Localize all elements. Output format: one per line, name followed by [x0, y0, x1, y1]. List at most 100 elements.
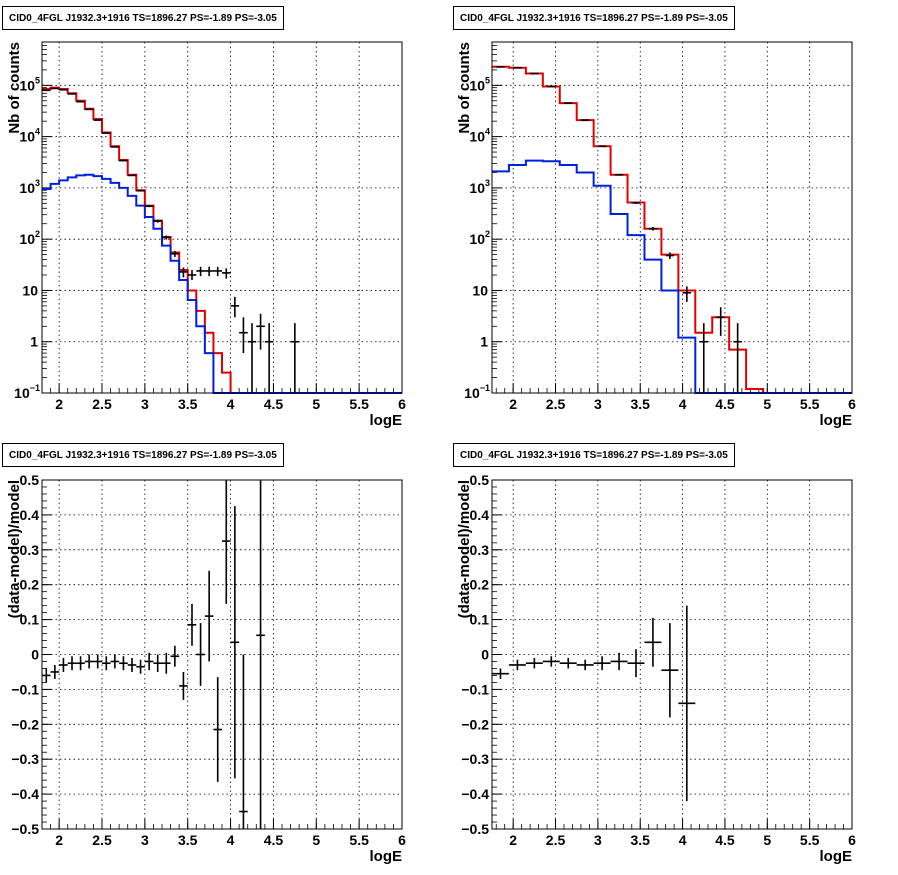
y-tick-label: 0.4 — [470, 507, 490, 523]
data-point — [597, 145, 607, 148]
data-point — [716, 307, 725, 336]
residual-point — [179, 671, 188, 700]
residual-point — [162, 652, 171, 674]
y-tick-label: −0.2 — [11, 716, 39, 732]
y-tick-label: 0.5 — [470, 472, 490, 488]
y-tick-label: 1 — [480, 334, 488, 350]
x-tick-label: 4.5 — [264, 832, 284, 848]
x-tick-label: 6 — [848, 832, 856, 848]
residual-point — [127, 657, 137, 672]
residual-point — [508, 659, 526, 671]
y-tick-label: 1 — [30, 334, 38, 350]
plot-frame — [41, 41, 403, 394]
y-tick-label: 0.1 — [470, 612, 490, 628]
data-point — [614, 173, 624, 176]
data-point — [290, 323, 300, 393]
x-tick-label: 2 — [55, 832, 63, 848]
residual-point — [93, 654, 102, 669]
data-point — [136, 189, 145, 192]
x-axis-title: logE — [370, 848, 403, 865]
y-tick-label: −0.4 — [461, 786, 489, 802]
y-tick-label: 105 — [19, 75, 40, 93]
y-tick-label: 104 — [469, 127, 490, 145]
x-tick-label: 5 — [763, 396, 771, 412]
residual-point — [204, 570, 214, 662]
data-point — [239, 317, 248, 354]
data-point — [648, 226, 658, 231]
x-tick-label: 3.5 — [631, 832, 651, 848]
plot-frame — [491, 41, 853, 394]
x-tick-label: 4 — [227, 832, 235, 848]
x-tick-label: 2 — [509, 832, 517, 848]
x-tick-label: 3.5 — [178, 832, 198, 848]
x-tick-label: 4 — [679, 396, 687, 412]
residual-point — [610, 652, 628, 671]
x-tick-label: 5.5 — [349, 832, 369, 848]
data-point — [179, 267, 188, 278]
data-point — [222, 268, 231, 279]
data-point — [204, 266, 214, 277]
y-tick-label: −0.3 — [11, 751, 39, 767]
x-tick-label: 4 — [227, 396, 235, 412]
x-tick-label: 3 — [141, 832, 149, 848]
residual-point — [492, 668, 509, 679]
plot-frame — [491, 479, 853, 830]
residual-point — [59, 657, 68, 672]
residual-point — [196, 623, 205, 686]
x-tick-label: 5 — [763, 832, 771, 848]
data-point — [153, 219, 162, 223]
residual-point — [153, 654, 162, 672]
x-tick-label: 2.5 — [92, 832, 112, 848]
y-tick-label: −0.1 — [461, 681, 489, 697]
residual-point — [239, 654, 248, 829]
x-axis-title: logE — [370, 412, 403, 429]
residual-point — [576, 659, 594, 671]
pad-title: CID0_4FGL J1932.3+1916 TS=1896.27 PS=-1.… — [2, 6, 284, 30]
x-tick-label: 3.5 — [178, 396, 198, 412]
y-tick-label: 103 — [469, 178, 490, 196]
residual-point — [170, 645, 180, 667]
x-tick-label: 5.5 — [349, 396, 369, 412]
y-tick-label: 10−1 — [464, 383, 490, 401]
y-tick-label: 103 — [19, 178, 40, 196]
residual-point — [661, 623, 679, 718]
residual-point — [678, 605, 696, 802]
x-tick-label: 5 — [312, 832, 320, 848]
y-tick-label: 105 — [469, 75, 490, 93]
y-axis-title: (data-model)/model — [456, 480, 473, 618]
data-point — [127, 174, 137, 177]
residual-point — [644, 617, 662, 667]
x-tick-label: 5 — [312, 396, 320, 412]
residual-point — [213, 677, 222, 782]
residual-point — [144, 652, 154, 671]
y-axis-title: Nb of counts — [6, 42, 23, 134]
y-tick-label: 10−1 — [14, 383, 40, 401]
x-tick-label: 6 — [398, 832, 406, 848]
x-tick-label: 3 — [594, 832, 602, 848]
y-tick-label: 0.3 — [20, 542, 40, 558]
data-point — [196, 266, 205, 277]
y-tick-label: 0 — [31, 647, 39, 663]
y-axis-title: (data-model)/model — [6, 480, 23, 618]
pad-title: CID0_4FGL J1932.3+1916 TS=1896.27 PS=-1.… — [453, 443, 735, 467]
x-tick-label: 2.5 — [546, 396, 566, 412]
x-tick-label: 6 — [848, 396, 856, 412]
y-tick-label: 104 — [19, 127, 40, 145]
x-tick-label: 2.5 — [546, 832, 566, 848]
residual-point — [67, 656, 77, 671]
residual-point — [102, 656, 111, 671]
data-point — [665, 252, 675, 260]
data-point — [162, 235, 171, 240]
data-point — [170, 250, 180, 257]
y-tick-label: −0.5 — [11, 821, 39, 837]
data-point — [187, 270, 197, 280]
y-tick-label: 0.2 — [470, 577, 490, 593]
y-tick-label: −0.1 — [11, 681, 39, 697]
data-point — [682, 286, 692, 302]
y-tick-label: 10 — [22, 282, 38, 298]
residual-point — [136, 659, 145, 674]
residual-point — [84, 654, 94, 669]
